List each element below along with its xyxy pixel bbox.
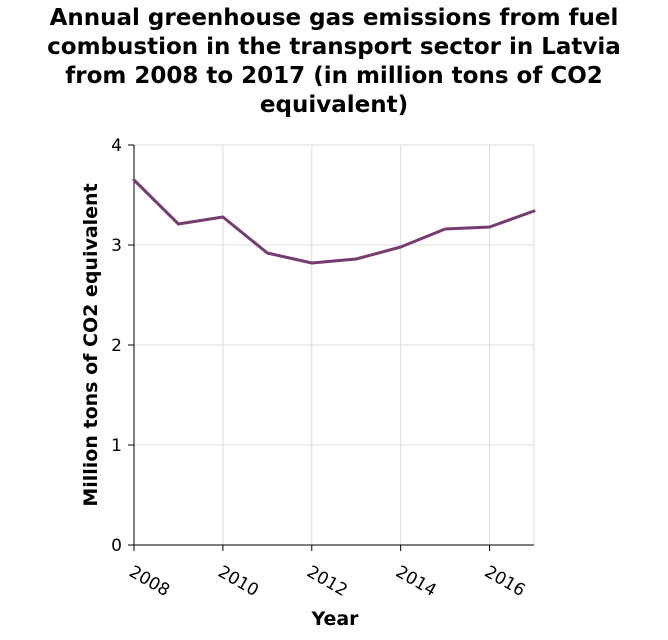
x-tick-label-2014: 2014	[392, 562, 439, 601]
y-tick-label-3: 3	[111, 236, 122, 256]
y-tick-label-0: 0	[111, 536, 122, 556]
x-axis-title: Year	[310, 608, 359, 630]
y-axis-title: Million tons of CO2 equivalent	[80, 183, 102, 506]
y-tick-label-1: 1	[111, 436, 122, 456]
chart-title-line-1: Annual greenhouse gas emissions from fue…	[49, 5, 619, 31]
series-layer	[132, 178, 536, 265]
y-tick-label-2: 2	[111, 336, 122, 356]
x-tick-label-2016: 2016	[481, 562, 528, 601]
tick-labels: 0 1 2 3 4 2008 2010 2012 2014 2016	[111, 136, 528, 601]
y-tick-label-4: 4	[111, 136, 122, 156]
chart-title-line-4: equivalent)	[259, 92, 409, 118]
x-tick-label-2008: 2008	[126, 562, 173, 601]
x-tick-label-2010: 2010	[214, 562, 261, 601]
axes	[128, 144, 534, 551]
chart-title: Annual greenhouse gas emissions from fue…	[0, 4, 668, 120]
series-line-0	[132, 178, 536, 265]
x-tick-label-2012: 2012	[303, 562, 350, 601]
grid-lines	[134, 144, 535, 545]
chart-title-line-3: from 2008 to 2017 (in million tons of CO…	[65, 63, 603, 89]
chart-title-line-2: combustion in the transport sector in La…	[47, 34, 621, 60]
